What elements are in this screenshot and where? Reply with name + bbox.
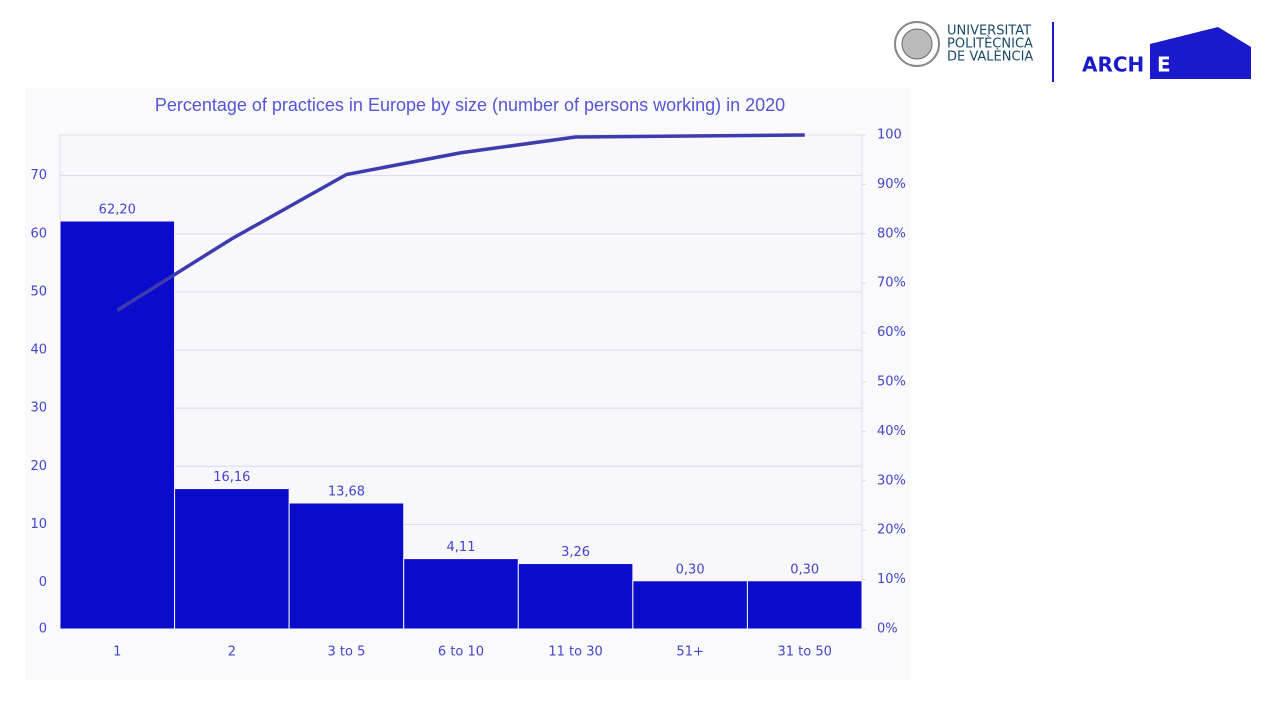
- data-label: 0,30: [790, 562, 819, 577]
- data-label: 3,26: [561, 545, 590, 560]
- y-tick-label: 60: [30, 226, 47, 241]
- bar: [59, 220, 176, 630]
- bar: [403, 558, 519, 630]
- y-tick-label: 20: [30, 459, 47, 474]
- x-tick-label: 2: [228, 645, 236, 660]
- y-tick-label: 40: [30, 343, 47, 358]
- logo-house: [1150, 27, 1251, 79]
- x-tick-label: 11 to 30: [548, 645, 602, 660]
- y2-tick-label: 40%: [877, 424, 906, 439]
- y2-tick-label: 50%: [877, 375, 906, 390]
- bar: [288, 502, 405, 630]
- y2-tick-label: 90%: [877, 177, 906, 192]
- x-tick-label: 6 to 10: [438, 645, 484, 660]
- data-label: 16,16: [213, 470, 250, 485]
- y-tick-label: 30: [30, 401, 47, 416]
- x-tick-label: 31 to 50: [778, 645, 832, 660]
- chart-title: Percentage of practices in Europe by siz…: [155, 95, 785, 115]
- cumulative-line: [116, 133, 805, 312]
- bar: [746, 580, 863, 630]
- data-label: 13,68: [328, 485, 365, 500]
- data-label: 4,11: [447, 540, 476, 555]
- bar: [517, 563, 634, 630]
- seal-inner: [901, 28, 933, 60]
- y-tick-label: 10: [30, 517, 47, 532]
- university-line: DE VALÈNCIA: [947, 49, 1033, 65]
- y-tick-label: 50: [30, 284, 47, 299]
- y-tick-label: 0: [39, 575, 47, 590]
- x-tick-label: 51+: [676, 645, 703, 660]
- y2-tick-label: 0%: [877, 622, 898, 637]
- x-tick-label: 3 to 5: [327, 645, 365, 660]
- y2-tick-label: 80%: [877, 226, 906, 241]
- university-line: POLITÈCNICA: [947, 36, 1033, 52]
- y-tick-label: 70: [30, 168, 47, 183]
- arche-logo: ARCH E: [1082, 27, 1251, 79]
- y2-tick-label: 100: [877, 128, 902, 143]
- bar: [174, 488, 290, 630]
- brand: ARCH: [1082, 53, 1144, 77]
- x-tick-label: 1: [113, 645, 121, 660]
- upv-logo: UNIVERSITAT POLITÈCNICA DE VALÈNCIA: [894, 21, 1054, 82]
- university-line: UNIVERSITAT: [947, 24, 1031, 39]
- y2-tick-label: 30%: [877, 473, 906, 488]
- y2-tick-label: 20%: [877, 523, 906, 538]
- y2-tick-label: 70%: [877, 276, 906, 291]
- data-label: 62,20: [99, 203, 136, 218]
- y-tick-label: 0: [39, 622, 47, 637]
- seal: [894, 21, 940, 67]
- brand-letter: E: [1157, 53, 1171, 77]
- bar: [632, 580, 748, 630]
- data-label: 0,30: [676, 562, 705, 577]
- y2-tick-label: 10%: [877, 572, 906, 587]
- y2-tick-label: 60%: [877, 325, 906, 340]
